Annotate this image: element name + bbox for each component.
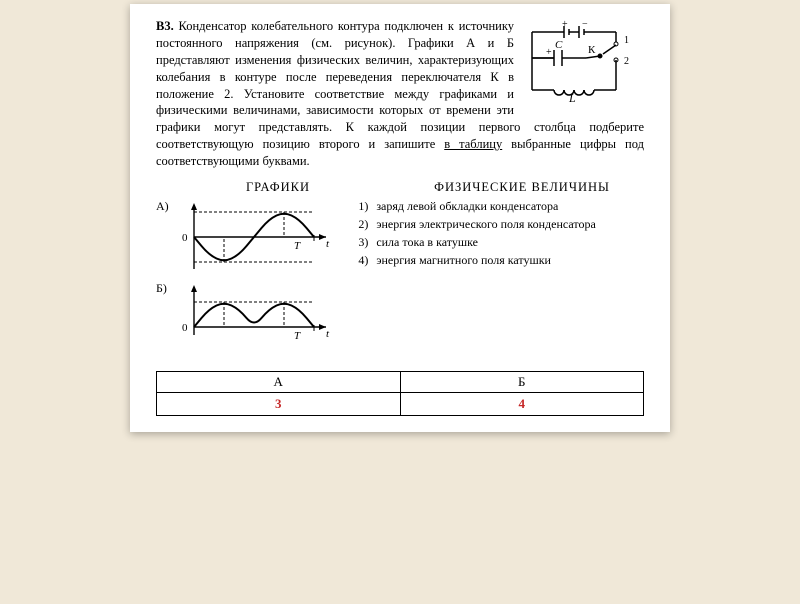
table-row: 3 4 <box>157 392 644 415</box>
quantities-column: 1)заряд левой обкладки кон­денсатора 2)э… <box>358 199 644 347</box>
answer-cell-b: 4 <box>400 392 644 415</box>
answer-cell-a: 3 <box>157 392 401 415</box>
graph-a: 0 Tt <box>176 199 331 275</box>
quantity-item: 1)заряд левой обкладки кон­денсатора <box>358 199 644 214</box>
quantities-header: ФИЗИЧЕСКИЕ ВЕЛИЧИНЫ <box>400 180 644 195</box>
problem-text-underlined: в таблицу <box>444 137 502 151</box>
answer-table: А Б 3 4 <box>156 371 644 416</box>
graphs-header: ГРАФИКИ <box>156 180 400 195</box>
svg-text:T: T <box>294 240 301 252</box>
quantity-item: 2)энергия электрического поля конденсато… <box>358 217 644 232</box>
svg-text:К: К <box>588 44 596 56</box>
svg-text:1: 1 <box>624 35 629 46</box>
columns-header: ГРАФИКИ ФИЗИЧЕСКИЕ ВЕЛИЧИНЫ <box>156 180 644 195</box>
svg-text:−: − <box>582 20 588 30</box>
svg-text:0: 0 <box>182 322 188 334</box>
svg-text:L: L <box>568 91 576 105</box>
answer-header-b: Б <box>400 371 644 392</box>
problem-statement: +−12L+CК В3. Конденсатор колебательного … <box>156 18 644 170</box>
graph-a-block: А) 0 Tt <box>156 199 346 275</box>
graph-b-block: Б) 0 Tt <box>156 281 346 341</box>
graphs-column: А) 0 Tt Б) 0 Tt <box>156 199 346 347</box>
quantities-list: 1)заряд левой обкладки кон­денсатора 2)э… <box>358 199 644 268</box>
svg-text:+: + <box>562 20 568 30</box>
worksheet-page: +−12L+CК В3. Конденсатор колебательного … <box>130 4 670 432</box>
svg-text:t: t <box>326 328 330 340</box>
quantity-item: 3)сила тока в катушке <box>358 235 644 250</box>
svg-text:t: t <box>326 238 330 250</box>
columns-body: А) 0 Tt Б) 0 Tt 1)заряд левой обкладки кон… <box>156 199 644 347</box>
svg-text:+: + <box>546 47 552 58</box>
svg-text:T: T <box>294 330 301 341</box>
circuit-diagram: +−12L+CК <box>524 20 644 105</box>
quantity-item: 4)энергия магнитного поля ка­тушки <box>358 253 644 268</box>
svg-text:0: 0 <box>182 232 188 244</box>
problem-number: В3. <box>156 19 174 33</box>
svg-text:2: 2 <box>624 56 629 67</box>
graph-a-label: А) <box>156 199 176 214</box>
answer-header-a: А <box>157 371 401 392</box>
graph-b-label: Б) <box>156 281 176 296</box>
graph-b: 0 Tt <box>176 281 331 341</box>
table-row: А Б <box>157 371 644 392</box>
svg-text:C: C <box>555 39 563 51</box>
